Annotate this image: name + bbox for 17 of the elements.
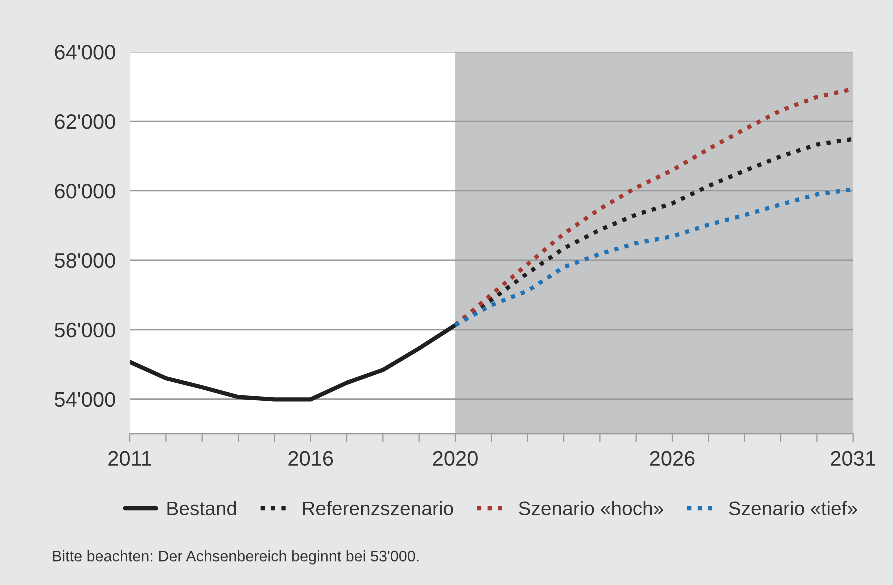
x-tick-label: 2016: [288, 451, 334, 466]
y-tick-label: 54'000: [55, 392, 116, 408]
line-series: [453, 188, 854, 328]
legend-label: Referenzszenario: [303, 501, 454, 516]
x-tick-label: 2020: [433, 451, 478, 466]
x-tick-label: 2031: [831, 451, 876, 466]
x-tick-label: 2011: [108, 451, 152, 466]
y-tick-label: 64'000: [55, 45, 116, 60]
x-tick-label: 2026: [650, 451, 695, 466]
legend-label: Szenario «hoch»: [519, 501, 664, 516]
legend-label: Bestand: [168, 501, 236, 516]
y-tick-label: 62'000: [55, 114, 116, 130]
legend-label: Szenario «tief»: [729, 501, 858, 516]
y-tick-label: 58'000: [55, 253, 116, 268]
text: Bitte beachten: Der Achsenbereich beginnt bei 53'000.: [53, 550, 419, 565]
y-tick-label: 60'000: [55, 184, 116, 199]
y-tick-label: 56'000: [55, 322, 116, 338]
